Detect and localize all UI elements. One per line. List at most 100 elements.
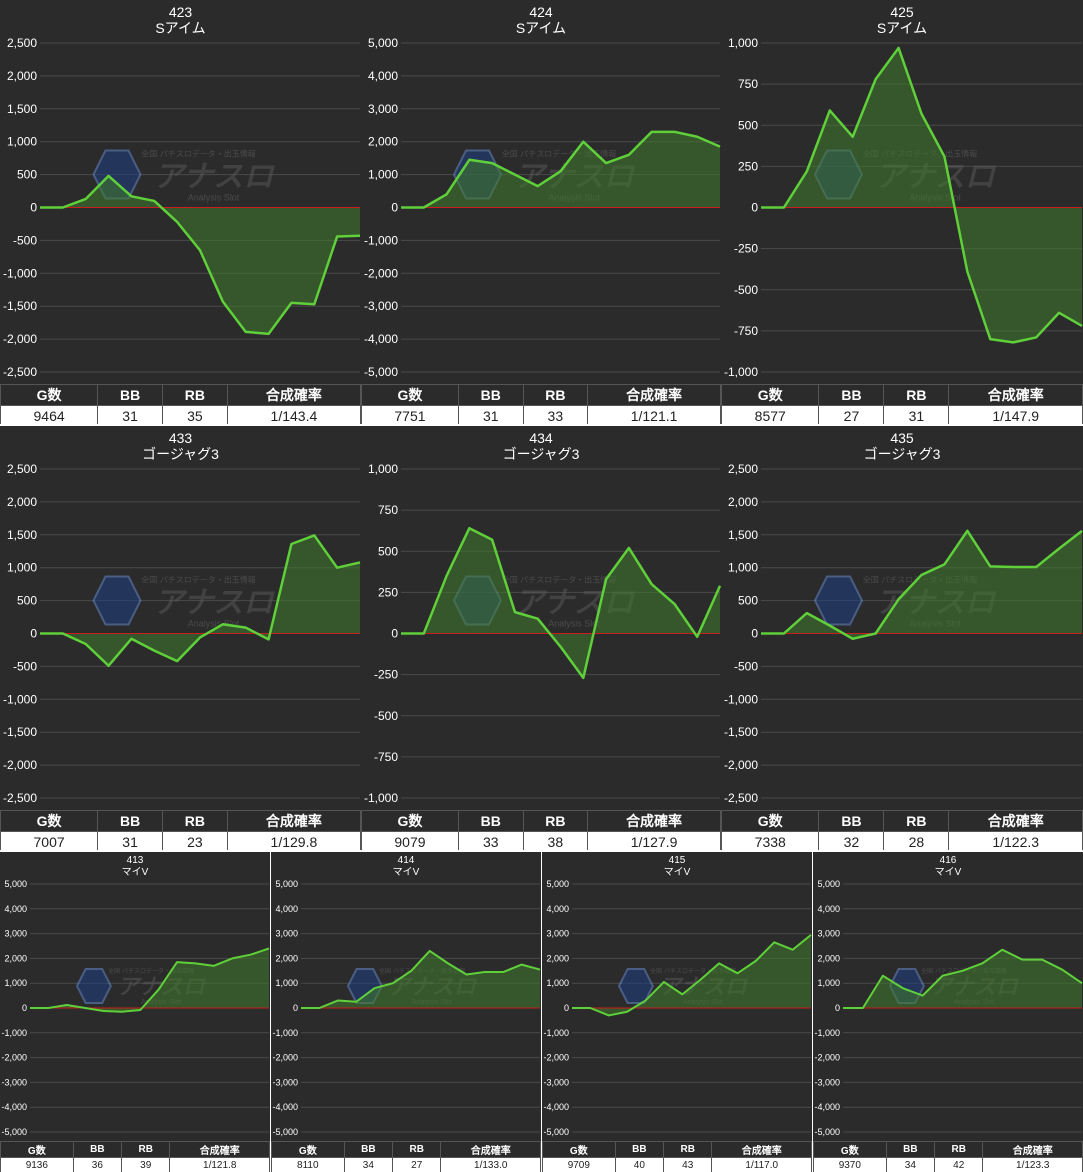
y-tick-label: -2,000 <box>543 1053 569 1063</box>
y-tick-label: 5,000 <box>4 879 27 889</box>
stats-table: G数 BB RB 合成確率 9709 40 43 1/117.0 <box>542 1141 812 1172</box>
games-value: 8110 <box>271 1157 345 1172</box>
data-point <box>336 999 339 1002</box>
data-point <box>336 235 339 238</box>
y-tick-label: 3,000 <box>4 929 27 939</box>
rb-value: 38 <box>522 831 589 850</box>
data-point <box>84 1007 87 1010</box>
y-tick-label: -3,000 <box>1 1077 27 1087</box>
data-point <box>1058 311 1061 314</box>
probability-header: 合成確率 <box>587 384 721 406</box>
games-value: 9370 <box>813 1157 887 1172</box>
stats-table: G数 BB RB 合成確率 7751 31 33 1/121.1 <box>361 384 721 424</box>
y-tick-label: 250 <box>738 159 758 173</box>
y-tick-label: 750 <box>378 503 398 517</box>
area-fill <box>301 950 540 1008</box>
rb-value: 43 <box>663 1157 713 1172</box>
data-point <box>373 987 376 990</box>
machine-name: ゴージャグ3 <box>863 446 941 463</box>
data-point <box>805 170 808 173</box>
probability-header: 合成確率 <box>711 1141 812 1158</box>
data-point <box>300 1007 303 1010</box>
data-point <box>981 962 984 965</box>
probability-header: 合成確率 <box>948 384 1083 406</box>
y-tick-label: -500 <box>734 283 758 297</box>
bb-header: BB <box>885 1141 936 1158</box>
data-point <box>47 1007 50 1010</box>
chart-title: 434 ゴージャグ3 <box>361 430 721 462</box>
data-point <box>1061 968 1064 971</box>
games-value: 7751 <box>361 405 459 424</box>
y-tick-label: 2,000 <box>728 495 758 509</box>
area-chart: 5,000 4,000 3,000 2,000 1,000 0 -1,000 -2,000 -3… <box>814 879 1083 1137</box>
area-fill <box>401 528 720 678</box>
area-chart: 1,0007505002500-250-500-750-1,000アナスロAna… <box>364 462 721 805</box>
data-point <box>84 643 87 646</box>
data-point <box>582 140 585 143</box>
y-tick-label: -4,000 <box>814 1102 840 1112</box>
data-point <box>422 206 425 209</box>
machine-number: 414 <box>397 855 415 866</box>
data-point <box>673 130 676 133</box>
data-point <box>39 206 42 209</box>
data-point <box>627 153 630 156</box>
chart-title: 413 マイV <box>0 855 270 878</box>
data-point <box>61 206 64 209</box>
data-point <box>84 197 87 200</box>
y-tick-label: 4,000 <box>368 69 398 83</box>
data-point <box>582 676 585 679</box>
machine-name: ゴージャグ3 <box>502 446 580 463</box>
data-point <box>422 632 425 635</box>
probability-header: 合成確率 <box>440 1141 541 1158</box>
y-tick-label: -2,000 <box>364 266 398 280</box>
games-header: G数 <box>361 810 459 832</box>
data-point <box>559 645 562 648</box>
area-chart: 5,000 4,000 3,000 2,000 1,000 0 -1,000 -2,000 -3… <box>364 36 721 379</box>
data-point <box>520 963 523 966</box>
machine-number: 413 <box>126 855 144 866</box>
data-point <box>921 994 924 997</box>
data-point <box>130 637 133 640</box>
y-tick-label: 5,000 <box>368 36 398 50</box>
y-tick-label: -500 <box>13 233 37 247</box>
y-tick-label: 4,000 <box>4 904 27 914</box>
data-point <box>559 170 562 173</box>
y-tick-label: 1,000 <box>817 978 840 988</box>
area-fill <box>761 530 1082 639</box>
data-point <box>391 982 394 985</box>
data-point <box>696 635 699 638</box>
y-tick-label: 1,000 <box>275 978 298 988</box>
data-point <box>605 578 608 581</box>
y-tick-label: 0 <box>391 627 398 641</box>
probability-value: 1/133.0 <box>440 1157 541 1172</box>
y-tick-label: 500 <box>378 544 398 558</box>
data-point <box>760 632 763 635</box>
rb-header: RB <box>663 1141 713 1158</box>
bb-value: 34 <box>885 1157 936 1172</box>
data-point <box>176 220 179 223</box>
area-chart: 2,500 2,000 1,500 1,000 500 0 -500 -1,000 -1,500… <box>724 462 1083 805</box>
data-point <box>941 974 944 977</box>
rb-value: 42 <box>934 1157 984 1172</box>
data-point <box>176 660 179 663</box>
y-tick-label: -2,000 <box>3 758 37 772</box>
y-tick-label: -2,500 <box>3 791 37 805</box>
data-point <box>989 565 992 568</box>
y-tick-label: -500 <box>734 659 758 673</box>
data-point <box>491 538 494 541</box>
slot-graph-panel: 5,000 4,000 3,000 2,000 1,000 0 -1,000 -2,000 -3… <box>271 852 541 1172</box>
y-tick-label: -5,000 <box>1 1127 27 1137</box>
y-tick-label: 500 <box>17 168 37 182</box>
data-point <box>199 249 202 252</box>
y-tick-label: 0 <box>293 1003 298 1013</box>
y-tick-label: -3,000 <box>364 299 398 313</box>
slot-graph-panel: 2,500 2,000 1,500 1,000 500 0 -500 -1,000 -1,500… <box>0 0 361 424</box>
data-point <box>1012 341 1015 344</box>
slot-graph-panel: 5,000 4,000 3,000 2,000 1,000 0 -1,000 -2,000 -3… <box>0 852 270 1172</box>
data-point <box>244 626 247 629</box>
games-value: 9136 <box>0 1157 74 1172</box>
probability-header: 合成確率 <box>226 810 361 832</box>
rb-header: RB <box>883 384 950 406</box>
data-point <box>199 636 202 639</box>
